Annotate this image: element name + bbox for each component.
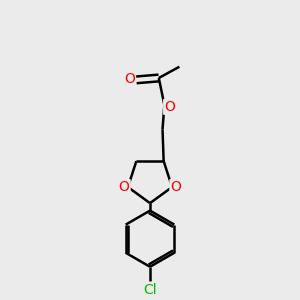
Text: O: O bbox=[119, 180, 130, 194]
Text: O: O bbox=[170, 180, 181, 194]
Text: Cl: Cl bbox=[143, 283, 157, 297]
Text: O: O bbox=[164, 100, 175, 114]
Text: O: O bbox=[124, 72, 135, 86]
